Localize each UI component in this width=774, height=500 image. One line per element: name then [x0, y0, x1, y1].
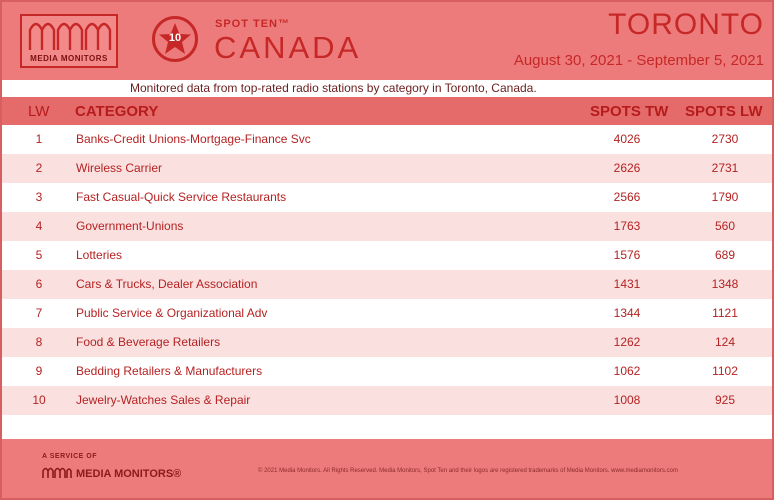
- header-spots-tw: SPOTS TW: [590, 103, 669, 120]
- subtitle: Monitored data from top-rated radio stat…: [130, 81, 537, 95]
- spots-tw-cell: 1763: [613, 219, 641, 233]
- header-spots-lw: SPOTS LW: [685, 103, 763, 120]
- spots-lw-cell: 1102: [712, 364, 738, 378]
- category-table: 1 Banks-Credit Unions-Mortgage-Finance S…: [2, 125, 772, 415]
- spots-tw-cell: 1008: [613, 393, 641, 407]
- spots-lw-cell: 2730: [711, 132, 739, 146]
- spots-lw-cell: 1348: [711, 277, 739, 291]
- category-cell: Banks-Credit Unions-Mortgage-Finance Svc: [76, 132, 311, 146]
- rank-cell: 7: [35, 306, 43, 320]
- table-row: 8 Food & Beverage Retailers 1262 124: [2, 328, 772, 357]
- city-title: TORONTO: [608, 8, 764, 41]
- category-cell: Food & Beverage Retailers: [76, 335, 221, 349]
- spots-tw-cell: 2626: [613, 161, 641, 175]
- service-label: A SERVICE OF: [42, 453, 98, 460]
- rank-cell: 5: [35, 248, 43, 262]
- footer-logo-text: MEDIA MONITORS®: [76, 468, 182, 480]
- category-cell: Lotteries: [76, 248, 123, 262]
- spots-tw-cell: 1262: [613, 335, 641, 349]
- category-cell: Public Service & Organizational Adv: [76, 306, 268, 320]
- date-range: August 30, 2021 - September 5, 2021: [513, 52, 764, 69]
- waveform-icon: [42, 467, 72, 478]
- spots-lw-cell: 560: [714, 219, 736, 233]
- category-cell: Fast Casual-Quick Service Restaurants: [76, 190, 287, 204]
- country-title: CANADA: [214, 30, 362, 65]
- spot-ten-badge: 10: [152, 16, 198, 62]
- table-spacer: [2, 415, 772, 439]
- table-row: 3 Fast Casual-Quick Service Restaurants …: [2, 183, 772, 212]
- copyright-text: © 2021 Media Monitors. All Rights Reserv…: [258, 468, 678, 474]
- spots-tw-cell: 1062: [613, 364, 641, 378]
- spots-tw-cell: 4026: [613, 132, 641, 146]
- spots-lw-cell: 2731: [711, 161, 739, 175]
- subtitle-bar: Monitored data from top-rated radio stat…: [2, 80, 772, 97]
- rank-cell: 4: [35, 219, 43, 233]
- category-cell: Cars & Trucks, Dealer Association: [76, 277, 258, 291]
- rank-cell: 10: [32, 393, 46, 407]
- rank-cell: 1: [35, 132, 43, 146]
- spots-lw-cell: 1790: [711, 190, 739, 204]
- logo-text: MEDIA MONITORS: [30, 54, 108, 63]
- spots-lw-cell: 1121: [712, 306, 738, 320]
- table-row: 7 Public Service & Organizational Adv 13…: [2, 299, 772, 328]
- spots-tw-cell: 2566: [613, 190, 641, 204]
- table-header: LW CATEGORY SPOTS TW SPOTS LW: [2, 97, 772, 125]
- table-row: 9 Bedding Retailers & Manufacturers 1062…: [2, 357, 772, 386]
- spots-tw-cell: 1344: [613, 306, 641, 320]
- rank-cell: 6: [35, 277, 43, 291]
- spots-tw-cell: 1431: [613, 277, 641, 291]
- table-row: 1 Banks-Credit Unions-Mortgage-Finance S…: [2, 125, 772, 154]
- media-monitors-logo: MEDIA MONITORS: [20, 14, 118, 68]
- star-icon: [159, 23, 191, 54]
- table-row: 6 Cars & Trucks, Dealer Association 1431…: [2, 270, 772, 299]
- rank-cell: 2: [35, 161, 43, 175]
- table-row: 4 Government-Unions 1763 560: [2, 212, 772, 241]
- header: MEDIA MONITORS 10 SPOT TEN™ CANADA TORON…: [2, 2, 772, 80]
- table-row: 2 Wireless Carrier 2626 2731: [2, 154, 772, 183]
- category-cell: Wireless Carrier: [76, 161, 163, 175]
- spot-ten-label: SPOT TEN™: [215, 18, 291, 30]
- spots-lw-cell: 689: [714, 248, 736, 262]
- footer: A SERVICE OF MEDIA MONITORS® © 2021 Medi…: [2, 439, 772, 498]
- spots-lw-cell: 925: [714, 393, 736, 407]
- spots-tw-cell: 1576: [613, 248, 641, 262]
- rank-cell: 8: [35, 335, 43, 349]
- rank-cell: 9: [35, 364, 43, 378]
- category-cell: Government-Unions: [76, 219, 184, 233]
- category-cell: Jewelry-Watches Sales & Repair: [76, 393, 251, 407]
- registered-mark: ®: [173, 468, 182, 480]
- category-cell: Bedding Retailers & Manufacturers: [76, 364, 263, 378]
- rank-cell: 3: [35, 190, 43, 204]
- waveform-icon: [28, 22, 112, 50]
- table-row: 5 Lotteries 1576 689: [2, 241, 772, 270]
- header-category: CATEGORY: [75, 103, 159, 120]
- spots-lw-cell: 124: [714, 335, 736, 349]
- badge-number: 10: [168, 32, 182, 44]
- header-lw: LW: [28, 103, 50, 120]
- table-row: 10 Jewelry-Watches Sales & Repair 1008 9…: [2, 386, 772, 415]
